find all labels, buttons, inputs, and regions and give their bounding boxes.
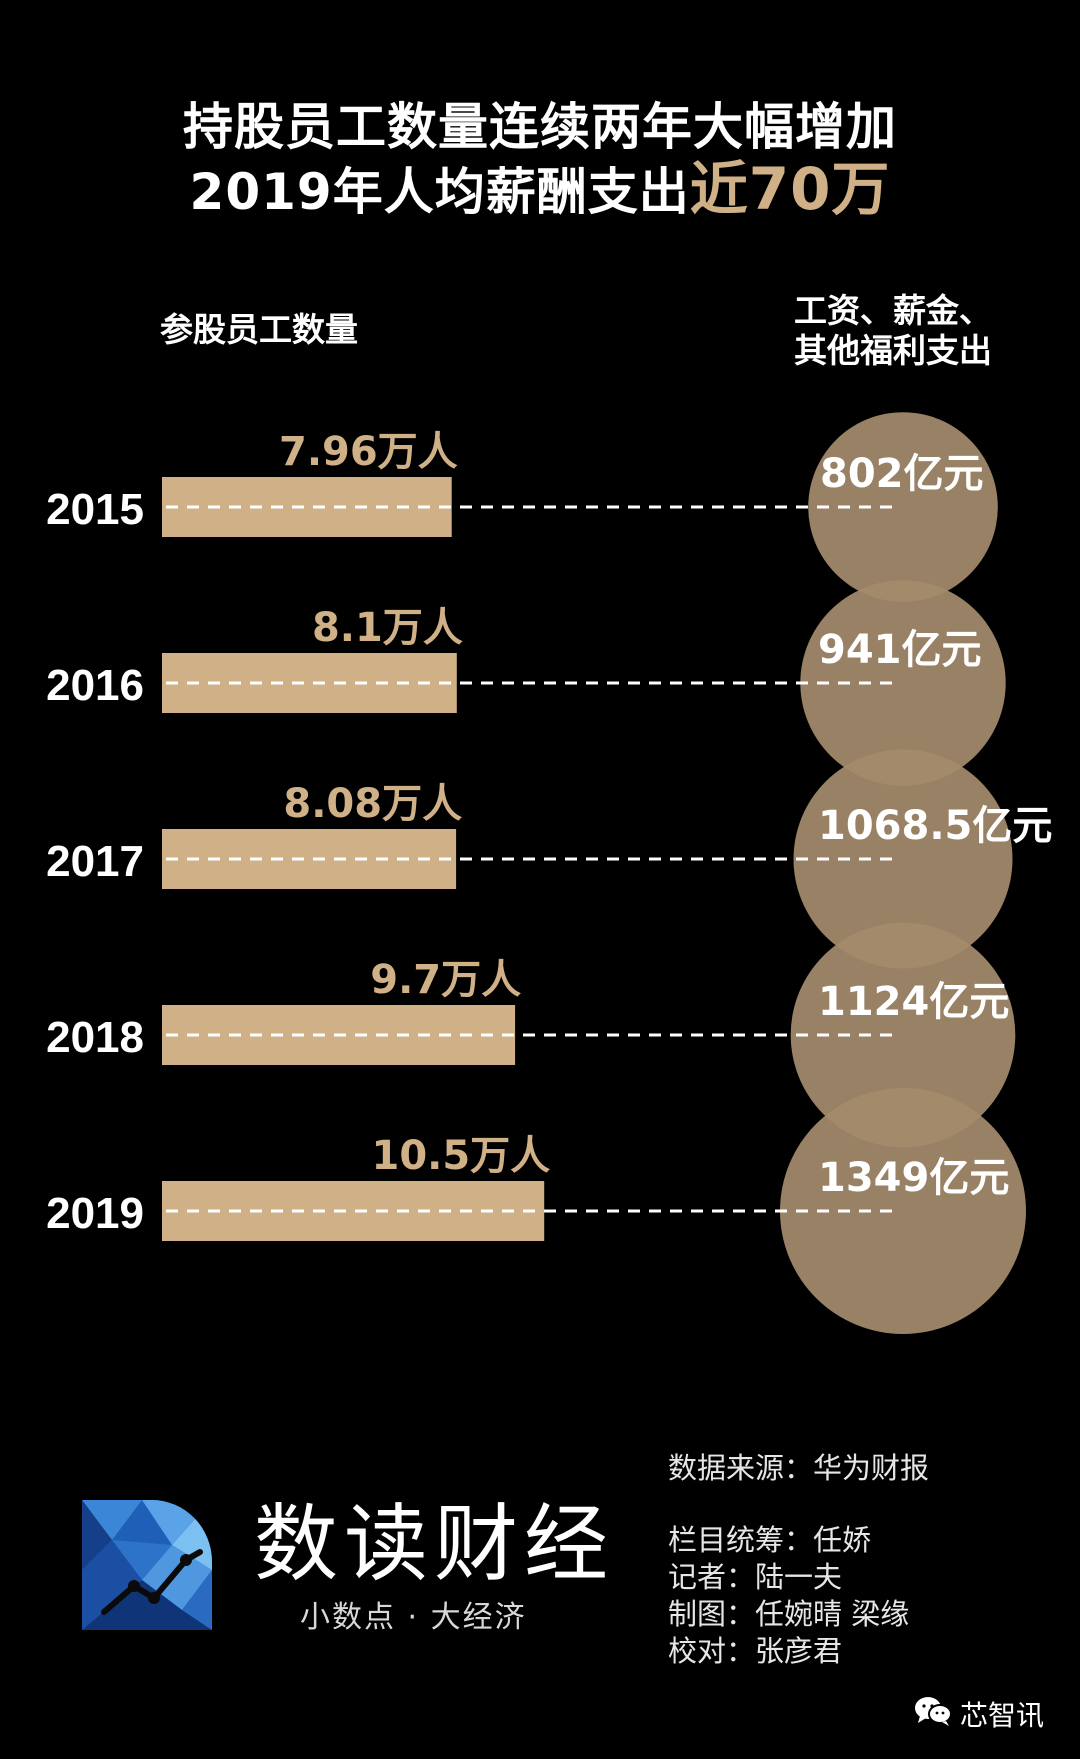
- bar-2019: [162, 1181, 545, 1241]
- salary-expense-header: 工资、薪金、 其他福利支出: [778, 291, 1008, 371]
- chart-title-line1: 持股员工数量连续两年大幅增加: [183, 98, 897, 156]
- bar-value-label-2016: 8.1万人: [312, 605, 463, 651]
- year-label-2015: 2015: [46, 485, 144, 534]
- polygon-logo-icon: [82, 1500, 212, 1630]
- brand-slogan: 小数点 · 大经济: [300, 1600, 527, 1635]
- credit-line: 记者：陆一夫: [668, 1560, 843, 1594]
- bubble-value-label-2015: 802亿元: [820, 451, 984, 497]
- wechat-icon: [914, 1695, 952, 1734]
- bubble-2017: [793, 749, 1013, 969]
- chart-title-line2: 2019年人均薪酬支出近70万: [0, 158, 1080, 223]
- credit-line: 校对：张彦君: [668, 1634, 843, 1668]
- employee-count-header: 参股员工数量: [160, 310, 358, 349]
- chart-title-highlight: 近70万: [689, 155, 891, 223]
- credit-line: 栏目统筹：任娇: [668, 1523, 872, 1557]
- bar-value-label-2017: 8.08万人: [283, 781, 462, 827]
- salary-expense-header-line1: 工资、薪金、: [794, 291, 992, 330]
- data-source: 数据来源：华为财报: [668, 1451, 930, 1485]
- year-label-2018: 2018: [46, 1013, 144, 1062]
- credit-line: 制图：任婉晴 梁缘: [668, 1597, 910, 1631]
- brand-name: 数读财经: [254, 1495, 615, 1593]
- credits: 栏目统筹：任娇 记者：陆一夫 制图：任婉晴 梁缘 校对：张彦君: [668, 1522, 909, 1670]
- bubble-2016: [800, 580, 1006, 786]
- wechat-account-name: 芯智讯: [960, 1699, 1045, 1732]
- bar-value-label-2015: 7.96万人: [279, 429, 458, 475]
- chart-title-line2-prefix: 2019年人均薪酬支出: [189, 163, 690, 221]
- bubble-value-label-2019: 1349亿元: [818, 1155, 1009, 1201]
- year-label-2019: 2019: [46, 1189, 144, 1238]
- year-label-2017: 2017: [46, 837, 144, 886]
- bubble-value-label-2018: 1124亿元: [818, 979, 1009, 1025]
- wechat-badge: 芯智讯: [914, 1694, 1044, 1734]
- bubble-2018: [790, 922, 1016, 1148]
- bubble-2015: [808, 412, 998, 602]
- salary-expense-header-line2: 其他福利支出: [794, 331, 992, 370]
- bar-2017: [162, 829, 457, 889]
- bar-2016: [162, 653, 457, 713]
- bubble-2019: [780, 1088, 1026, 1334]
- chart-canvas: 2015 7.96万人 2016 8.1万人 2017 8.08万人 2018 9.7万人 20…: [46, 412, 1052, 1334]
- bubble-value-label-2016: 941亿元: [818, 627, 982, 673]
- year-label-2016: 2016: [46, 661, 144, 710]
- bar-value-label-2019: 10.5万人: [371, 1133, 550, 1179]
- bar-value-label-2018: 9.7万人: [370, 957, 521, 1003]
- bubble-value-label-2017: 1068.5亿元: [818, 803, 1052, 849]
